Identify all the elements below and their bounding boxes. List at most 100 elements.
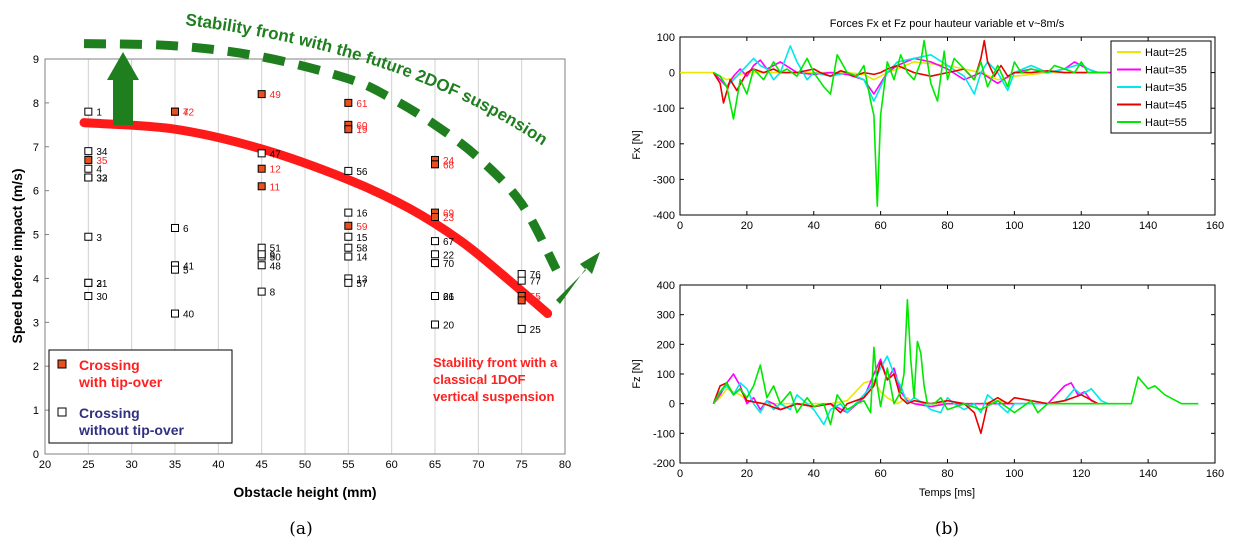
point-label-67: 67 <box>443 237 455 248</box>
b-legend-label-0: Haut=25 <box>1145 47 1187 59</box>
point-label-25: 25 <box>530 325 542 336</box>
point-no-tip-over-8 <box>257 287 266 296</box>
front-1dof-label-line-1: Stability front with a <box>433 355 558 370</box>
point-no-tip-over-77 <box>517 276 526 285</box>
point-tip-over-11 <box>257 182 266 191</box>
point-label-20: 20 <box>443 321 455 332</box>
panel-b-ylabel-fx: Fx [N] <box>631 130 643 159</box>
y-tick-label-2: 2 <box>33 361 39 373</box>
point-no-tip-over-4 <box>84 164 93 173</box>
y-tick-label-3: 3 <box>33 317 39 329</box>
point-label-41: 41 <box>183 261 195 272</box>
y-tick-label-7: 7 <box>33 142 39 154</box>
series-line-1-Haut-55-4 <box>712 298 1199 426</box>
point-label-59: 59 <box>356 222 368 233</box>
point-label-31: 31 <box>96 279 108 290</box>
y-tick-label-5: 5 <box>33 230 39 242</box>
b-y-tick-label-0-100: 100 <box>657 32 675 44</box>
b-x-tick-label-0-20: 20 <box>741 220 753 232</box>
b-y-tick-label-1--200: -200 <box>653 458 675 470</box>
b-y-tick-label-1-100: 100 <box>657 369 675 381</box>
point-label-51: 51 <box>270 244 282 255</box>
point-no-tip-over-67 <box>431 237 439 246</box>
point-no-tip-over-25 <box>517 324 526 333</box>
point-label-57: 57 <box>356 279 368 290</box>
point-label-61: 61 <box>356 99 368 110</box>
x-tick-label-45: 45 <box>256 459 268 471</box>
point-label-11: 11 <box>270 182 281 193</box>
x-tick-label-80: 80 <box>559 459 571 471</box>
y-tick-label-4: 4 <box>33 273 39 285</box>
point-no-tip-over-15 <box>344 232 353 241</box>
y-tick-label-9: 9 <box>33 54 39 66</box>
point-label-34: 34 <box>96 147 108 158</box>
point-label-40: 40 <box>183 310 195 321</box>
b-y-tick-label-1-200: 200 <box>657 339 675 351</box>
x-tick-label-35: 35 <box>169 459 181 471</box>
b-y-tick-label-1-0: 0 <box>669 399 675 411</box>
x-tick-label-25: 25 <box>82 459 94 471</box>
y-tick-label-0: 0 <box>33 449 39 461</box>
b-x-tick-label-1-60: 60 <box>875 468 887 480</box>
arrow-diagonal-green <box>556 252 600 304</box>
x-tick-label-55: 55 <box>342 459 354 471</box>
point-no-tip-over-22 <box>431 250 439 259</box>
point-label-48: 48 <box>270 261 282 272</box>
b-x-tick-label-1-80: 80 <box>941 468 953 480</box>
point-label-12: 12 <box>270 165 282 176</box>
point-label-66: 66 <box>443 292 455 303</box>
point-no-tip-over-56 <box>344 166 353 175</box>
panel-a-axes <box>44 58 566 455</box>
point-no-tip-over-58 <box>344 243 353 252</box>
series-line-0-Haut-55-4 <box>713 39 1108 207</box>
b-y-tick-label-1-400: 400 <box>657 280 675 292</box>
point-tip-over-68 <box>431 160 439 169</box>
x-tick-label-65: 65 <box>429 459 441 471</box>
panel-a-point-labels: 3574249121161601959246869235526134432333… <box>96 90 541 336</box>
b-legend-label-4: Haut=55 <box>1145 117 1187 129</box>
legend-label-no-tip-over-line-1: Crossing <box>79 405 140 421</box>
point-label-47: 47 <box>270 149 282 160</box>
b-x-tick-label-0-80: 80 <box>941 220 953 232</box>
point-no-tip-over-5 <box>171 265 179 274</box>
point-no-tip-over-51 <box>257 243 266 252</box>
b-y-tick-label-0--100: -100 <box>653 103 675 115</box>
panel-a-xlabel: Obstacle height (mm) <box>233 484 376 500</box>
b-x-tick-label-1-140: 140 <box>1139 468 1157 480</box>
subplot-frame-1 <box>679 284 1216 464</box>
point-no-tip-over-48 <box>257 261 266 270</box>
b-legend-label-1: Haut=35 <box>1145 65 1187 77</box>
point-label-77: 77 <box>530 277 542 288</box>
point-no-tip-over-6 <box>171 223 179 232</box>
b-x-tick-label-0-60: 60 <box>875 220 887 232</box>
point-label-58: 58 <box>356 244 368 255</box>
point-no-tip-over-30 <box>84 292 93 300</box>
b-x-tick-label-1-20: 20 <box>741 468 753 480</box>
legend-label-tip-over-line-2: with tip-over <box>78 374 163 390</box>
point-label-33: 33 <box>96 174 108 185</box>
x-tick-label-20: 20 <box>39 459 51 471</box>
stability-front-2dof-curve <box>83 39 561 272</box>
x-tick-label-70: 70 <box>472 459 484 471</box>
point-no-tip-over-14 <box>344 252 353 261</box>
point-tip-over-59 <box>344 221 353 230</box>
point-no-tip-over-57 <box>344 278 353 287</box>
point-label-76: 76 <box>530 270 542 281</box>
point-label-3: 3 <box>96 233 102 244</box>
panel-b-xlabel: Temps [ms] <box>919 487 975 499</box>
series-line-0-Haut-35-2 <box>713 45 1108 102</box>
b-y-tick-label-0--400: -400 <box>653 210 675 222</box>
series-line-0-Haut-45-3 <box>712 39 1098 104</box>
point-no-tip-over-1 <box>84 107 93 116</box>
point-no-tip-over-70 <box>431 259 439 268</box>
panel-a-arrows <box>107 52 600 304</box>
point-tip-over-19 <box>344 125 353 134</box>
b-x-tick-label-1-100: 100 <box>1005 468 1023 480</box>
point-label-13: 13 <box>356 274 368 285</box>
b-x-tick-label-1-160: 160 <box>1206 468 1224 480</box>
x-tick-label-60: 60 <box>386 459 398 471</box>
b-x-tick-label-0-40: 40 <box>808 220 820 232</box>
point-label-42: 42 <box>183 108 195 119</box>
point-label-49: 49 <box>270 90 282 101</box>
